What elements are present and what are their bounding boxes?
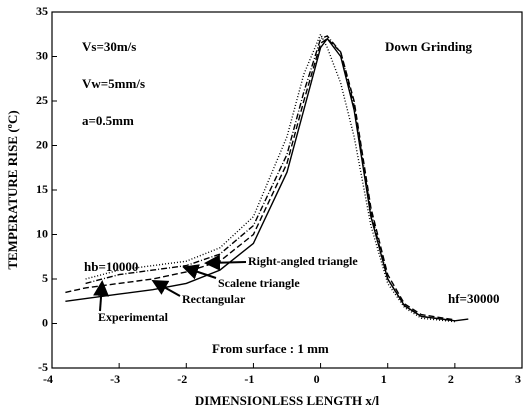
label-arrow (93, 280, 110, 312)
annotation: Vs=30m/s (82, 39, 136, 54)
label-arrow (204, 254, 247, 271)
annotation: hf=30000 (448, 291, 499, 306)
annotation: From surface : 1 mm (212, 341, 329, 356)
label-arrow (151, 280, 181, 297)
series-label: Scalene triangle (218, 276, 300, 290)
x-tick-label: 0 (314, 372, 320, 386)
y-tick-label: 5 (42, 271, 48, 285)
series-line (65, 37, 456, 321)
y-tick-label: 30 (36, 48, 48, 62)
annotation: hb=10000 (84, 259, 138, 274)
y-tick-label: 0 (42, 315, 48, 329)
annotation: Vw=5mm/s (82, 76, 145, 91)
series-line (85, 35, 455, 322)
x-tick-label: -3 (110, 372, 120, 386)
x-axis-label: DIMENSIONLESS LENGTH x/l (195, 393, 380, 408)
x-tick-label: 3 (515, 372, 521, 386)
y-tick-label: 20 (36, 137, 48, 151)
x-tick-label: 2 (448, 372, 454, 386)
y-tick-label: -5 (38, 360, 48, 374)
y-tick-label: 35 (36, 4, 48, 18)
x-tick-label: -1 (244, 372, 254, 386)
series-label: Right-angled triangle (248, 254, 358, 268)
y-tick-label: 10 (36, 226, 48, 240)
x-tick-label: -2 (177, 372, 187, 386)
x-tick-label: -4 (43, 372, 53, 386)
x-tick-label: 1 (381, 372, 387, 386)
y-tick-label: 25 (36, 93, 48, 107)
y-axis-label: TEMPERATURE RISE (ºC) (5, 110, 20, 269)
series-label: Rectangular (182, 292, 246, 306)
label-arrow (182, 264, 217, 280)
series-label: Experimental (98, 310, 169, 324)
y-tick-label: 15 (36, 182, 48, 196)
annotation: a=0.5mm (82, 113, 134, 128)
annotation: Down Grinding (385, 39, 473, 54)
